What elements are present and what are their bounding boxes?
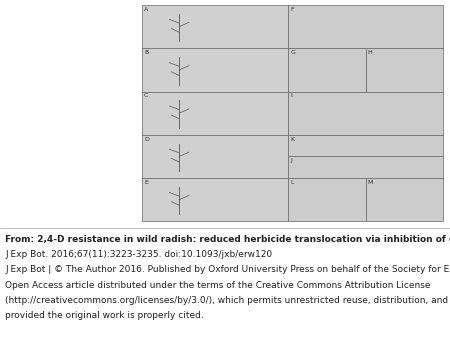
Text: D: D: [144, 137, 149, 142]
Bar: [142, 178, 288, 221]
Bar: [288, 135, 443, 156]
Text: Open Access article distributed under the terms of the Creative Commons Attribut: Open Access article distributed under th…: [5, 281, 431, 290]
Text: C: C: [144, 93, 148, 98]
Text: B: B: [144, 50, 148, 55]
Text: G: G: [290, 50, 295, 55]
Text: L: L: [290, 180, 294, 185]
Bar: [288, 5, 443, 48]
Bar: [288, 92, 443, 135]
Text: F: F: [290, 7, 294, 12]
Text: J: J: [290, 158, 292, 163]
Bar: [288, 178, 365, 221]
Text: (http://creativecommons.org/licenses/by/3.0/), which permits unrestricted reuse,: (http://creativecommons.org/licenses/by/…: [5, 296, 450, 305]
Text: From: 2,4-D resistance in wild radish: reduced herbicide translocation via inhib: From: 2,4-D resistance in wild radish: r…: [5, 235, 450, 244]
Text: K: K: [290, 137, 294, 142]
Bar: [288, 48, 365, 92]
Bar: [142, 135, 288, 178]
Bar: [365, 48, 443, 92]
Text: A: A: [144, 7, 148, 12]
Text: H: H: [368, 50, 373, 55]
Text: I: I: [290, 93, 292, 98]
Bar: [142, 92, 288, 135]
Text: provided the original work is properly cited.: provided the original work is properly c…: [5, 311, 204, 320]
Bar: [365, 178, 443, 221]
Bar: [142, 5, 288, 48]
Text: J Exp Bot | © The Author 2016. Published by Oxford University Press on behalf of: J Exp Bot | © The Author 2016. Published…: [5, 265, 450, 274]
Text: J Exp Bot. 2016;67(11):3223-3235. doi:10.1093/jxb/erw120: J Exp Bot. 2016;67(11):3223-3235. doi:10…: [5, 250, 273, 259]
Text: M: M: [368, 180, 373, 185]
Text: E: E: [144, 180, 148, 185]
Bar: [142, 48, 288, 92]
Bar: [288, 156, 443, 178]
